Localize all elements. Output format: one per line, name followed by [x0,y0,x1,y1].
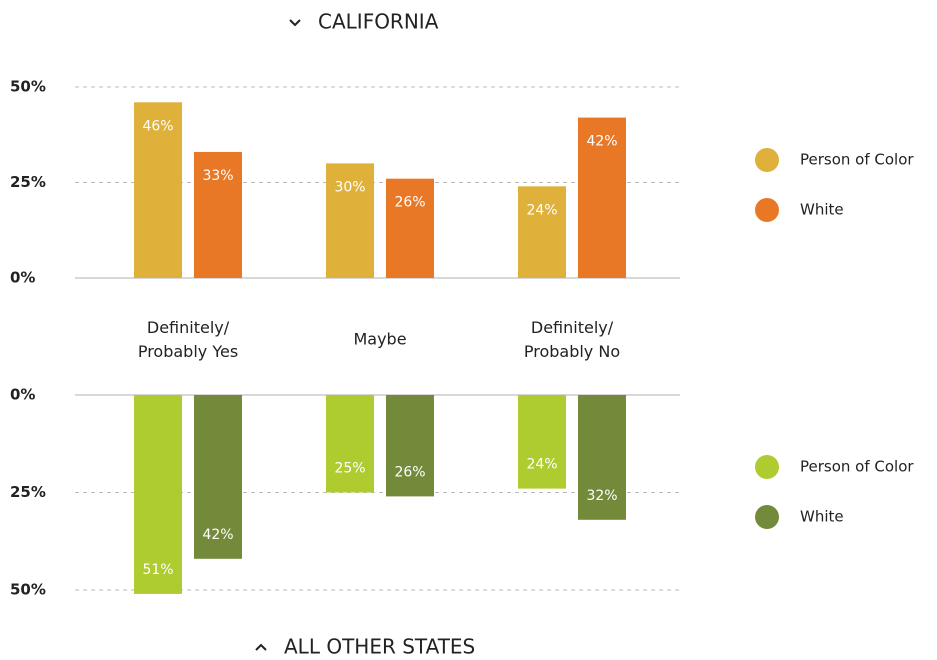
legend-swatch [755,198,779,222]
value-label: 25% [334,461,365,477]
legend-label: White [800,508,844,526]
bar [194,151,242,278]
value-label: 42% [586,134,617,150]
value-label: 32% [586,488,617,504]
value-label: 33% [202,168,233,184]
legend-label: Person of Color [800,151,914,169]
value-label: 24% [526,457,557,473]
value-label: 30% [334,179,365,195]
bar [326,163,374,278]
value-label: 26% [394,195,425,211]
legend-label: White [800,201,844,219]
y-tick-label: 25% [10,483,46,501]
bar [386,395,434,497]
chart-title[interactable]: ALL OTHER STATES [284,635,475,659]
y-tick-label: 50% [10,78,46,96]
legend-swatch [755,505,779,529]
bar [578,117,626,278]
y-tick-label: 25% [10,173,46,191]
chart-title[interactable]: CALIFORNIA [318,10,439,34]
y-tick-label: 0% [10,386,35,404]
x-tick-label: Definitely/Probably Yes [138,318,238,361]
bar [134,102,182,278]
y-tick-label: 50% [10,581,46,599]
x-tick-label: Definitely/Probably No [524,318,620,361]
x-tick-label: Maybe [353,330,406,349]
bar [194,395,242,559]
legend-swatch [755,455,779,479]
value-label: 51% [142,562,173,578]
collapse-icon[interactable] [289,19,301,27]
bar [578,395,626,520]
expand-icon[interactable] [255,643,267,651]
bar [386,178,434,278]
value-label: 26% [394,464,425,480]
value-label: 24% [526,202,557,218]
legend-swatch [755,148,779,172]
legend-label: Person of Color [800,458,914,476]
y-tick-label: 0% [10,269,35,287]
value-label: 42% [202,527,233,543]
bar [134,395,182,594]
bar [326,395,374,493]
bar [518,186,566,278]
value-label: 46% [142,118,173,134]
bar [518,395,566,489]
